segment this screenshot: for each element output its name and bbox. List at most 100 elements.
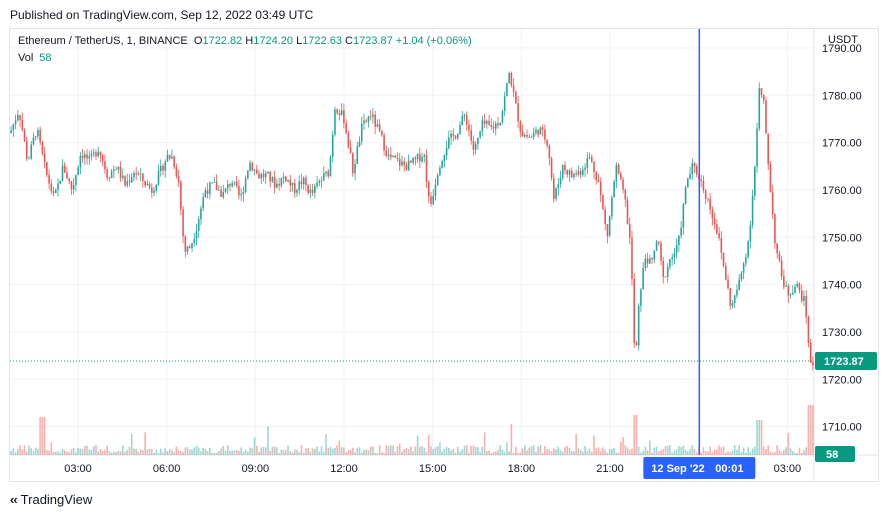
candle-body xyxy=(727,279,729,289)
candle-body xyxy=(646,258,649,264)
volume-bar xyxy=(628,449,631,455)
candle-body xyxy=(410,160,412,163)
axis-unit[interactable]: USDT xyxy=(828,34,858,46)
candle-body xyxy=(611,197,613,217)
tradingview-brand[interactable]: ‹‹ TradingView xyxy=(10,492,92,507)
last-price-tag xyxy=(815,351,877,370)
volume-bar xyxy=(689,448,691,455)
candle-body xyxy=(226,184,229,189)
candle-body xyxy=(211,182,213,184)
volume-bar xyxy=(461,449,464,455)
volume-bar xyxy=(535,452,537,455)
high-label: H xyxy=(245,35,254,47)
candle-body xyxy=(626,199,629,225)
volume-bar xyxy=(456,446,459,455)
volume-bar xyxy=(412,451,414,455)
volume-bar xyxy=(711,452,714,455)
candle-body xyxy=(608,216,611,236)
candle-body xyxy=(401,161,403,166)
candle-body xyxy=(280,178,283,186)
candle-body xyxy=(77,167,79,176)
volume-bar xyxy=(305,448,307,455)
candle-body xyxy=(146,183,149,186)
crosshair-time-tag xyxy=(643,457,756,479)
candle-body xyxy=(637,305,640,346)
candle-body xyxy=(298,181,301,190)
candle-body xyxy=(769,164,772,193)
candle-body xyxy=(285,176,287,182)
volume-bar xyxy=(611,448,613,455)
candle-body xyxy=(640,289,642,306)
volume-bar xyxy=(713,449,716,455)
candle-body xyxy=(776,243,778,254)
volume-bar xyxy=(345,452,347,455)
volume-bar xyxy=(14,452,17,455)
candle-body xyxy=(716,224,718,234)
candle-body xyxy=(398,159,401,166)
volume-bar xyxy=(669,445,671,455)
volume-bar xyxy=(164,448,167,455)
volume-bar xyxy=(200,451,202,455)
candle-body xyxy=(318,180,321,183)
volume-bar xyxy=(338,440,341,455)
candle-body xyxy=(106,169,108,178)
volume-bar xyxy=(416,435,419,455)
volume-bar xyxy=(631,448,633,455)
candle-body xyxy=(213,181,216,183)
volume-bar xyxy=(88,449,91,455)
volume-bar xyxy=(41,417,44,455)
published-caption: Published on TradingView.com, Sep 12, 20… xyxy=(10,8,314,22)
candle-body xyxy=(204,190,207,198)
candle-body xyxy=(113,169,115,172)
candle-body xyxy=(222,191,225,198)
candle-body xyxy=(785,285,787,287)
candle-body xyxy=(110,171,113,179)
volume-bar xyxy=(771,452,774,455)
volume-bar xyxy=(12,448,15,455)
brand-label: TradingView xyxy=(20,492,93,507)
volume-bar xyxy=(68,452,70,455)
volume-bar xyxy=(334,448,336,455)
volume-bar xyxy=(396,445,399,455)
candle-body xyxy=(798,283,801,291)
volume-bar xyxy=(617,452,620,455)
candle-body xyxy=(700,179,703,181)
volume-bar xyxy=(419,446,421,455)
volume-bar xyxy=(414,446,417,455)
volume-bar xyxy=(175,446,178,455)
candle-body xyxy=(202,197,204,209)
volume-bar xyxy=(119,451,122,455)
candle-body xyxy=(389,154,392,158)
volume-bar xyxy=(608,449,611,455)
volume-bar xyxy=(360,452,363,455)
volume-bar xyxy=(573,450,575,455)
volume-bar xyxy=(606,452,609,455)
candle-body xyxy=(606,224,609,236)
candle-body xyxy=(573,173,575,178)
open-value: 1722.82 xyxy=(202,35,243,47)
volume-bar xyxy=(637,446,640,455)
chart-frame[interactable] xyxy=(9,28,879,482)
candle-body xyxy=(593,161,595,173)
volume-bar xyxy=(318,451,321,455)
volume-bar xyxy=(649,440,651,455)
time-tick-label: 03:00 xyxy=(774,463,802,475)
volume-bar xyxy=(251,448,254,455)
vol-value: 58 xyxy=(39,52,52,64)
candle-body xyxy=(37,129,39,137)
volume-bar xyxy=(546,448,548,455)
time-tick-label: 12:00 xyxy=(330,463,358,475)
candle-body xyxy=(459,125,461,134)
volume-bar xyxy=(597,447,600,455)
volume-bar xyxy=(604,449,606,455)
volume-bar xyxy=(79,448,82,455)
candle-body xyxy=(439,167,441,176)
volume-bar xyxy=(162,452,164,455)
candle-body xyxy=(503,96,506,111)
candle-body xyxy=(425,155,428,183)
close-value: 1723.87 xyxy=(352,35,393,47)
volume-bar xyxy=(523,445,526,455)
volume-bar xyxy=(57,451,59,455)
candle-body xyxy=(255,169,258,174)
